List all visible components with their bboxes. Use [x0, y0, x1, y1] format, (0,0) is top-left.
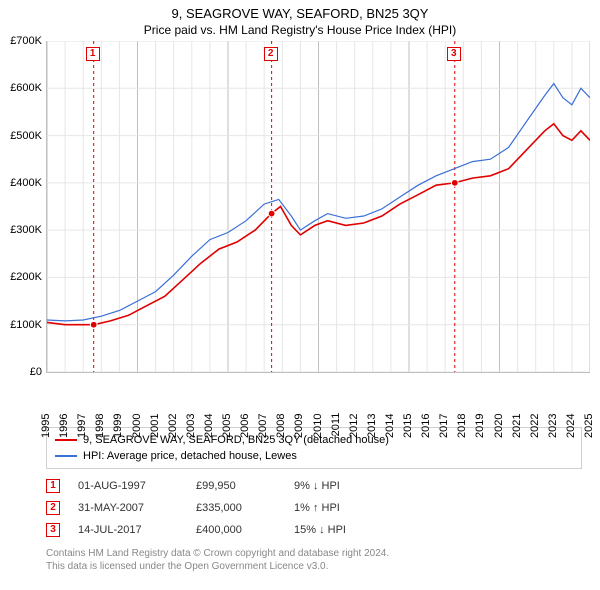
- legend-label: 9, SEAGROVE WAY, SEAFORD, BN25 3QY (deta…: [83, 434, 389, 446]
- sale-price: £99,950: [196, 480, 276, 492]
- x-axis-label: 1999: [112, 413, 124, 437]
- y-axis-label: £300K: [0, 224, 42, 236]
- sale-delta: 1% ↑ HPI: [294, 502, 394, 514]
- y-axis-label: £700K: [0, 35, 42, 47]
- sale-row: 2 31-MAY-2007 £335,000 1% ↑ HPI: [46, 497, 582, 519]
- x-axis-label: 2021: [511, 413, 523, 437]
- sale-date: 01-AUG-1997: [78, 480, 178, 492]
- x-axis-label: 2003: [185, 413, 197, 437]
- y-axis-label: £500K: [0, 130, 42, 142]
- x-axis-label: 2007: [257, 413, 269, 437]
- x-axis-label: 2013: [366, 413, 378, 437]
- page-subtitle: Price paid vs. HM Land Registry's House …: [0, 21, 600, 41]
- x-axis-label: 2011: [330, 413, 342, 437]
- footer-attribution: Contains HM Land Registry data © Crown c…: [46, 547, 582, 573]
- x-axis-label: 1998: [94, 413, 106, 437]
- x-axis-label: 2012: [348, 413, 360, 437]
- plot-svg: [47, 41, 590, 372]
- x-axis-label: 2019: [474, 413, 486, 437]
- x-axis-label: 2025: [583, 413, 595, 437]
- x-axis-label: 2009: [293, 413, 305, 437]
- x-axis-label: 2001: [149, 413, 161, 437]
- sale-row: 3 14-JUL-2017 £400,000 15% ↓ HPI: [46, 519, 582, 541]
- x-axis-label: 2022: [529, 413, 541, 437]
- x-axis-label: 2010: [312, 413, 324, 437]
- sale-date: 31-MAY-2007: [78, 502, 178, 514]
- footer-line-2: This data is licensed under the Open Gov…: [46, 560, 582, 573]
- sale-number-box: 1: [46, 479, 60, 493]
- sale-number-box: 3: [46, 523, 60, 537]
- sales-table: 1 01-AUG-1997 £99,950 9% ↓ HPI 2 31-MAY-2007 £…: [46, 475, 582, 541]
- chart-area: £0£100K£200K£300K£400K£500K£600K£700K199…: [0, 41, 600, 421]
- sale-price: £400,000: [196, 524, 276, 536]
- legend-swatch: [55, 455, 77, 457]
- x-axis-label: 2004: [203, 413, 215, 437]
- x-axis-label: 2014: [384, 413, 396, 437]
- page-title: 9, SEAGROVE WAY, SEAFORD, BN25 3QY: [0, 0, 600, 21]
- x-axis-label: 2020: [493, 413, 505, 437]
- x-axis-label: 2018: [456, 413, 468, 437]
- x-axis-label: 1997: [76, 413, 88, 437]
- x-axis-label: 2008: [275, 413, 287, 437]
- footer-line-1: Contains HM Land Registry data © Crown c…: [46, 547, 582, 560]
- x-axis-label: 2016: [420, 413, 432, 437]
- sale-price: £335,000: [196, 502, 276, 514]
- sale-date: 14-JUL-2017: [78, 524, 178, 536]
- y-axis-label: £400K: [0, 177, 42, 189]
- sale-marker-box: 1: [86, 47, 100, 61]
- legend-label: HPI: Average price, detached house, Lewe…: [83, 450, 297, 462]
- x-axis-label: 2006: [239, 413, 251, 437]
- y-axis-label: £600K: [0, 82, 42, 94]
- sale-delta: 15% ↓ HPI: [294, 524, 394, 536]
- x-axis-label: 2000: [131, 413, 143, 437]
- plot-area: [46, 41, 590, 373]
- y-axis-label: £100K: [0, 319, 42, 331]
- sale-marker-box: 3: [447, 47, 461, 61]
- legend-row: HPI: Average price, detached house, Lewe…: [55, 448, 573, 464]
- y-axis-label: £0: [0, 366, 42, 378]
- x-axis-label: 2015: [402, 413, 414, 437]
- x-axis-label: 1995: [40, 413, 52, 437]
- x-axis-label: 2024: [565, 413, 577, 437]
- y-axis-label: £200K: [0, 271, 42, 283]
- legend-swatch: [55, 439, 77, 441]
- x-axis-label: 2005: [221, 413, 233, 437]
- sale-row: 1 01-AUG-1997 £99,950 9% ↓ HPI: [46, 475, 582, 497]
- sale-delta: 9% ↓ HPI: [294, 480, 394, 492]
- x-axis-label: 2023: [547, 413, 559, 437]
- sale-number-box: 2: [46, 501, 60, 515]
- x-axis-label: 2017: [438, 413, 450, 437]
- x-axis-label: 2002: [167, 413, 179, 437]
- sale-marker-box: 2: [264, 47, 278, 61]
- x-axis-label: 1996: [58, 413, 70, 437]
